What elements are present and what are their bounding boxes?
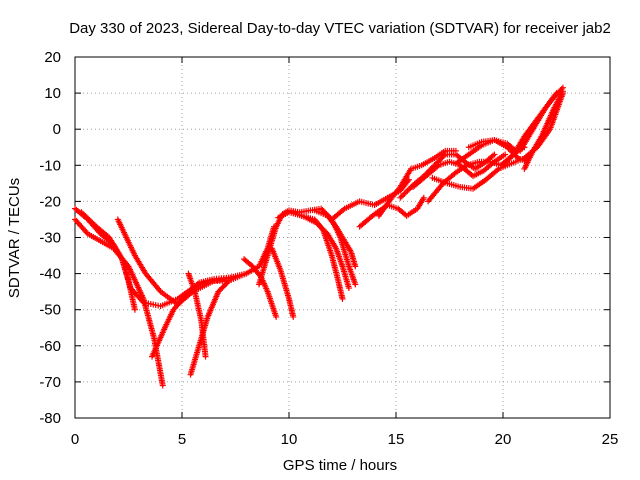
data-point <box>78 209 85 216</box>
data-point <box>317 224 324 231</box>
data-point <box>352 281 359 288</box>
y-tick-label: -10 <box>39 157 61 174</box>
series-pass-6 <box>185 270 209 360</box>
data-point <box>224 279 231 286</box>
data-point <box>500 162 506 169</box>
series-pass-13 <box>311 207 359 270</box>
data-point <box>439 154 446 161</box>
axis-ticks: 0 5 10 15 20 25 -80 -70 -60 -50 -40 -30 -20 -10 0 10 20 <box>39 49 618 448</box>
series-pass-3 <box>78 209 228 310</box>
y-axis-label: SDTVAR / TECUs <box>6 178 23 298</box>
series-pass-25 <box>500 90 560 169</box>
data-point <box>79 210 86 217</box>
y-tick-label: -70 <box>39 374 61 391</box>
data-point <box>352 263 359 270</box>
data-points <box>72 84 566 389</box>
data-point <box>202 353 209 360</box>
data-point <box>316 222 323 229</box>
x-tick-label: 20 <box>495 431 512 448</box>
data-point <box>219 284 226 291</box>
data-point <box>345 285 352 292</box>
data-point <box>273 313 280 320</box>
data-point <box>319 206 326 213</box>
data-point <box>504 158 511 165</box>
data-point <box>313 220 320 227</box>
data-point <box>506 155 513 162</box>
y-tick-label: 0 <box>53 121 61 138</box>
data-point <box>505 156 512 163</box>
y-tick-label: -60 <box>39 338 61 355</box>
series-pass-12 <box>290 209 352 292</box>
x-tick-label: 15 <box>388 431 405 448</box>
data-point <box>502 159 509 166</box>
data-point <box>83 214 90 221</box>
y-tick-label: -30 <box>39 230 61 247</box>
data-point <box>404 187 411 194</box>
y-tick-label: -80 <box>39 410 61 427</box>
data-point <box>438 155 445 162</box>
data-point <box>320 226 327 233</box>
series-pass-10 <box>268 245 297 320</box>
data-point <box>222 281 229 288</box>
data-point <box>290 313 297 320</box>
series-pass-16 <box>375 147 459 219</box>
series-pass-18 <box>410 151 509 190</box>
y-tick-label: 10 <box>44 85 61 102</box>
data-point <box>220 283 227 290</box>
series-pass-7 <box>187 223 278 378</box>
x-tick-label: 25 <box>602 431 619 448</box>
data-point <box>504 144 511 151</box>
data-point <box>315 221 322 228</box>
data-point <box>215 288 222 295</box>
y-tick-label: 20 <box>44 49 61 66</box>
x-tick-label: 0 <box>71 431 79 448</box>
data-point <box>436 156 443 163</box>
data-point <box>319 225 326 232</box>
series-pass-2 <box>72 216 166 389</box>
series-pass-17 <box>397 151 498 201</box>
x-axis-label: GPS time / hours <box>283 457 397 474</box>
series-pass-1 <box>72 205 138 313</box>
y-tick-label: -40 <box>39 266 61 283</box>
plot-frame <box>74 56 611 419</box>
data-point <box>420 194 427 201</box>
data-point <box>85 215 92 222</box>
data-point <box>397 194 404 201</box>
x-tick-label: 5 <box>178 431 186 448</box>
data-point <box>159 382 166 389</box>
data-point <box>90 221 97 228</box>
data-point <box>505 145 512 152</box>
data-point <box>398 193 405 200</box>
data-point <box>400 191 407 198</box>
data-point <box>401 190 408 197</box>
data-point <box>402 189 409 196</box>
y-tick-label: -20 <box>39 193 61 210</box>
data-point <box>501 160 508 167</box>
data-point <box>82 213 89 220</box>
chart-title: Day 330 of 2023, Sidereal Day-to-day VTE… <box>69 20 611 37</box>
data-point <box>553 90 560 97</box>
data-point <box>559 88 566 95</box>
data-point <box>86 217 93 224</box>
x-tick-label: 10 <box>281 431 298 448</box>
y-tick-label: -50 <box>39 302 61 319</box>
data-point <box>506 146 513 153</box>
data-point <box>218 285 225 292</box>
data-point <box>89 219 96 226</box>
data-point <box>223 280 230 287</box>
data-point <box>87 218 94 225</box>
data-point <box>508 154 515 161</box>
grid <box>75 57 610 418</box>
series-pass-24 <box>521 88 566 172</box>
data-point <box>491 151 498 158</box>
data-point <box>131 306 138 313</box>
data-point <box>81 211 88 218</box>
data-point <box>321 228 328 235</box>
data-point <box>440 152 447 159</box>
data-point <box>502 151 509 158</box>
data-point <box>339 295 346 302</box>
data-point <box>216 287 223 294</box>
